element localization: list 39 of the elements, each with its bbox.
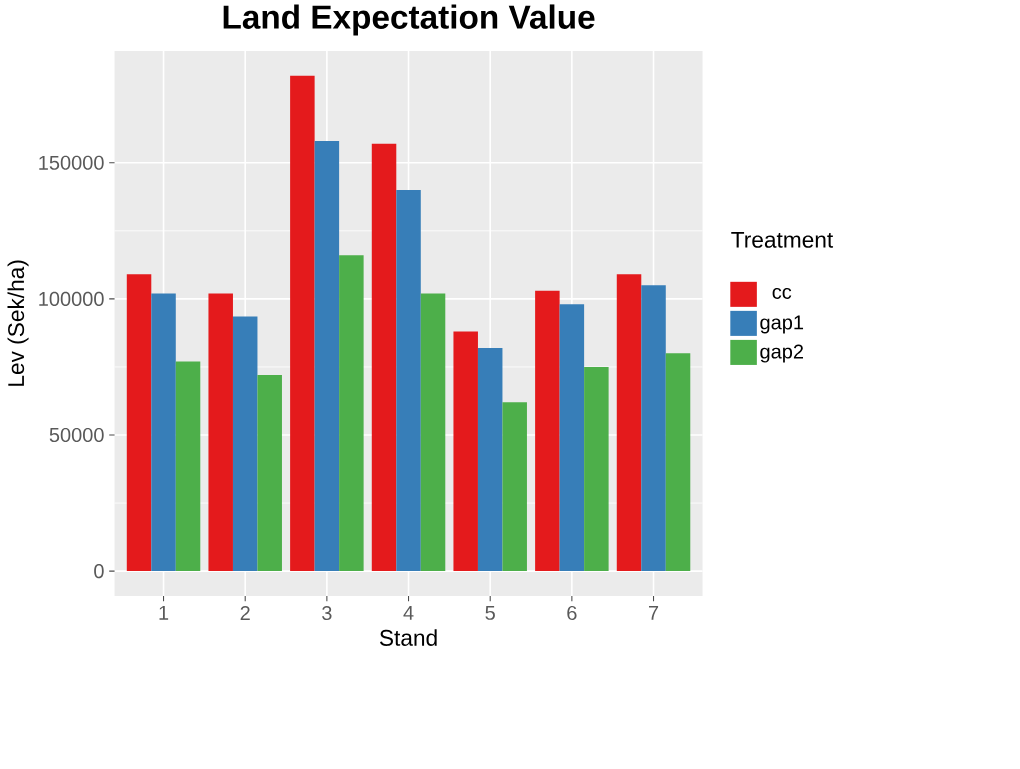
x-tick-label: 6	[567, 605, 577, 620]
bar	[502, 402, 527, 571]
bar	[175, 361, 201, 571]
x-tick-label: 7	[648, 605, 659, 620]
bar	[151, 293, 176, 571]
bar	[257, 374, 282, 571]
y-tick-label: 150000	[39, 155, 104, 170]
x-tick-label: 4	[403, 605, 414, 620]
x-axis-title: Stand	[379, 629, 437, 646]
bar	[584, 366, 609, 571]
bar	[290, 75, 315, 571]
chart-title: Land Expectation Value	[223, 4, 595, 36]
bar	[453, 331, 478, 571]
bar	[641, 285, 666, 571]
bar	[665, 353, 691, 571]
bar	[616, 274, 642, 571]
x-tick-label: 1	[159, 605, 169, 620]
bar	[559, 304, 585, 571]
bar	[477, 347, 503, 571]
bar	[371, 143, 397, 571]
bar	[339, 255, 364, 571]
bar	[535, 290, 560, 571]
bar	[396, 189, 421, 571]
y-tick-label: 100000	[39, 291, 104, 306]
bar	[420, 293, 446, 571]
x-tick-label: 5	[485, 605, 495, 620]
bar	[126, 274, 152, 571]
y-tick-label: 50000	[49, 427, 104, 442]
legend-label: gap2	[760, 344, 804, 363]
bar	[232, 316, 258, 571]
legend-label: cc	[772, 287, 792, 299]
bar	[314, 140, 340, 571]
x-tick-label: 3	[322, 605, 332, 620]
legend-title: Treatment	[731, 231, 834, 248]
legend-label: gap1	[760, 315, 804, 334]
x-tick-label: 2	[240, 605, 250, 620]
y-tick-label: 0	[94, 563, 104, 578]
bar	[208, 293, 233, 571]
y-axis-title: Lev (Sek/ha)	[7, 260, 29, 386]
